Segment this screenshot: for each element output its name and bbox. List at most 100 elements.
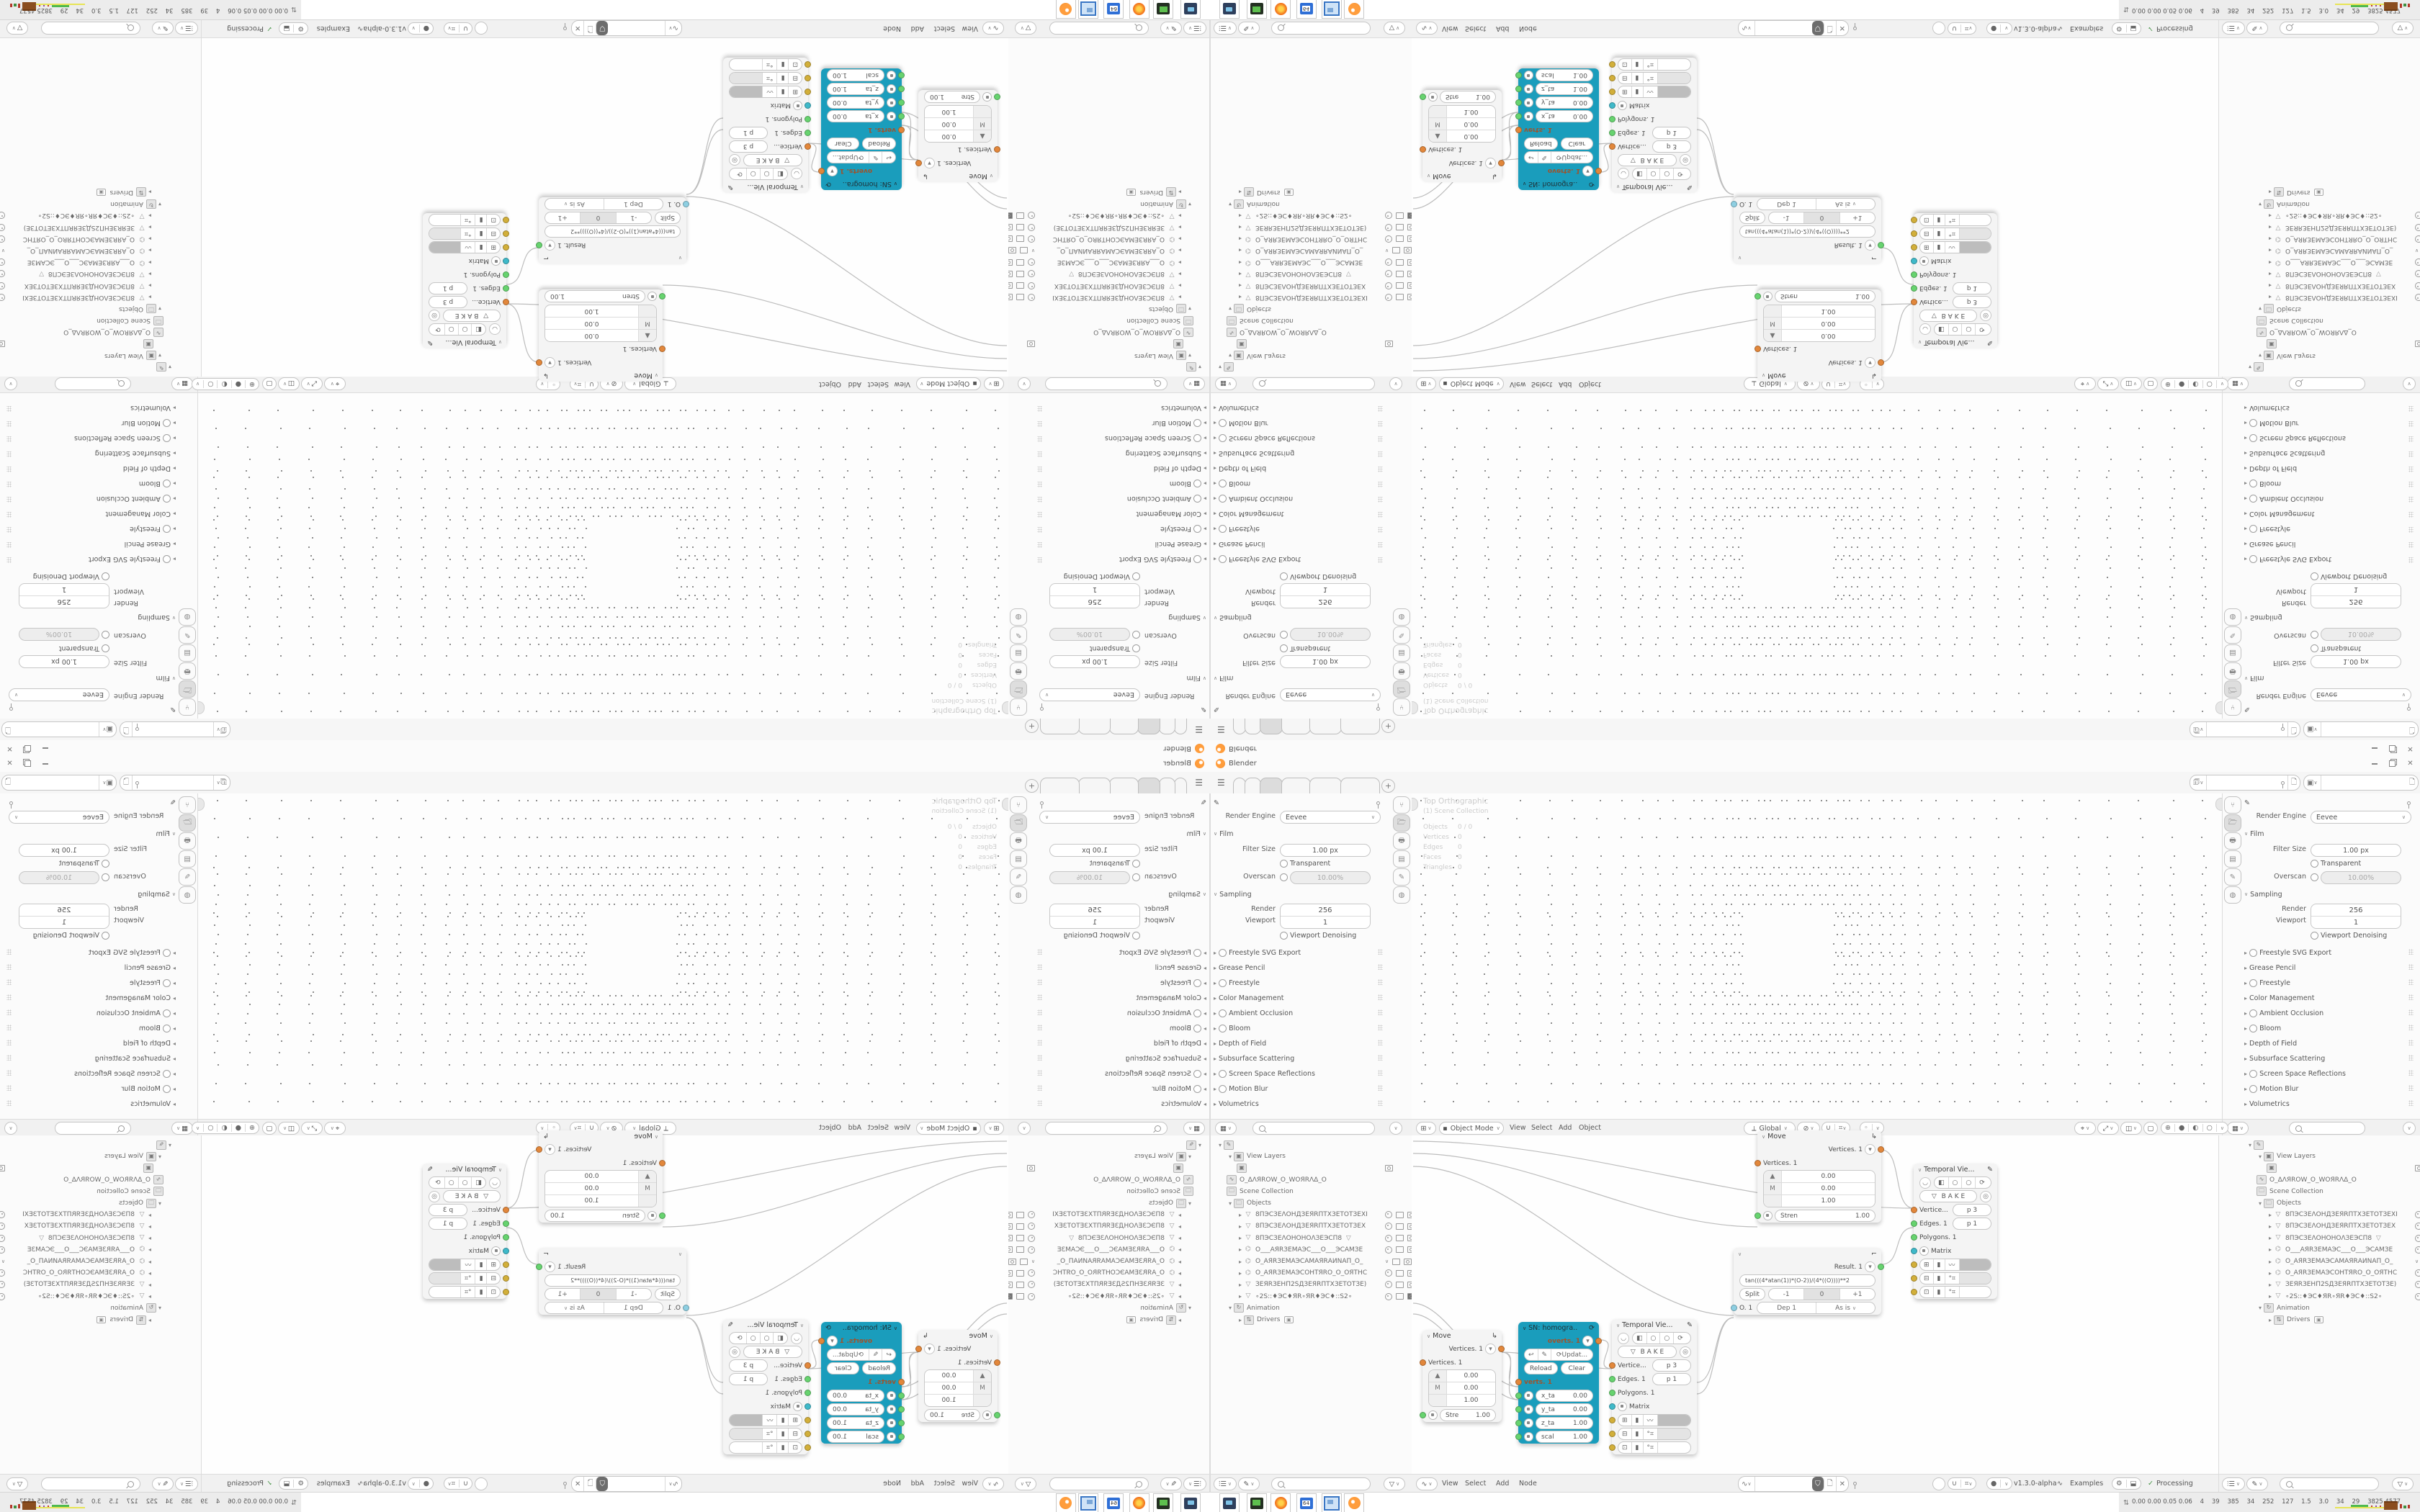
visibility-toggles[interactable]: ∨ [1385, 247, 1412, 254]
socket-in-orange[interactable] [994, 1359, 1000, 1366]
props-section-motion-blur[interactable]: ▸ Motion Blur [2244, 419, 2299, 428]
outliner-row[interactable]: ▣ [0, 1162, 153, 1174]
examples-menu[interactable]: Examples [2070, 24, 2104, 33]
p-field[interactable]: p 3 [429, 1204, 467, 1216]
matrix-row-buttons[interactable]: ⊞ ▮ 〰 [1618, 86, 1691, 98]
drag-handle-icon[interactable] [1378, 497, 1383, 503]
scene-name-field[interactable] [2207, 722, 2278, 737]
overscan-checkbox[interactable] [102, 629, 109, 641]
outliner-object-row[interactable]: ▸ ⌬ O_АЯRЗЕМАЭСОНТЯRО_О_ОЯТНС [1237, 233, 1415, 245]
menu-add[interactable]: Add [1559, 380, 1572, 389]
fake-user-shield-button[interactable]: ⛉ [1812, 1477, 1824, 1491]
outliner-object-row[interactable]: ▸ ▽ 8ПЭСЗЕΛОНДЗЕЯRПТХЗЕТОТЗЕХI [2267, 292, 2420, 303]
outliner-row[interactable]: ▾ ↻ Animation [110, 1303, 162, 1313]
update-button-group[interactable]: ↩ ✎ ⟳ Updat... [1524, 151, 1593, 163]
workspace-tab[interactable] [1309, 778, 1342, 793]
outliner-row[interactable]: ▾ ↻ Animation [1228, 199, 1280, 209]
snapping-group[interactable]: ∪ ⌗ ∨ [1948, 1477, 1977, 1490]
menu-select[interactable]: Select [1465, 1479, 1487, 1488]
node-temporal-a[interactable]: ∨ Temporal Vie... ✎ ◡ ◧ ○ ○ ⟳ ▽ B A K E ◎ Ve… [1911, 213, 1997, 348]
split-button[interactable]: Split [1739, 1288, 1765, 1300]
matrix-row-buttons[interactable]: ⊞ ▮ 〰 [1618, 1414, 1691, 1426]
socket-in-green[interactable] [898, 113, 905, 120]
visibility-toggles[interactable] [2415, 1246, 2420, 1254]
xray-toggle[interactable]: ◫ ∨ [278, 377, 300, 390]
visibility-toggles[interactable] [1005, 258, 1035, 266]
props-options-button[interactable]: ∨ [1389, 1122, 1402, 1135]
socket-in-cyan[interactable] [1911, 1248, 1917, 1254]
visibility-toggles[interactable] [0, 258, 5, 266]
split-button[interactable]: Split [655, 1288, 681, 1300]
menu-view[interactable]: View [1510, 1123, 1526, 1132]
drag-handle-icon[interactable] [2408, 1025, 2414, 1030]
mode-dropdown[interactable]: ▪ Object Mode ∨ [1439, 1122, 1504, 1135]
menu-select[interactable]: Select [867, 1123, 889, 1132]
outliner-object-row[interactable]: ▸ ▽ 8ПЭСЗЕΛОНДЗЕЯRПТХЗЕТОТЗЕХI [0, 292, 153, 303]
props-section-screen-space-reflections[interactable]: ▸ Screen Space Reflections [2244, 434, 2346, 443]
editor-type-button[interactable]: ∿ ∨ [982, 22, 1004, 35]
outliner-row[interactable]: ∿ O_ΔΛЯROW_O_WOЯRΛΔ_O [63, 1174, 163, 1186]
minimize-button[interactable] [40, 758, 51, 769]
outliner-row[interactable]: 🗀 Scene Collection [2257, 315, 2323, 326]
drag-handle-icon[interactable] [2408, 1070, 2414, 1076]
outliner-search-input[interactable] [1271, 1477, 1371, 1490]
outliner-scene-mode-button[interactable]: ✎ ∨ [2246, 1477, 2268, 1490]
socket-out-orange[interactable] [1498, 160, 1505, 166]
drag-handle-icon[interactable] [1378, 482, 1383, 487]
taskbar-app-floppy-64[interactable] [1103, 1493, 1124, 1512]
outliner-object-row[interactable]: ▸ ▽ ЗЕЯRЗЕНП2SДЗЕЯRПТХЗЕТОТЗЕ) [1005, 222, 1183, 233]
settings-group[interactable]: ⚙ ⬓ [2112, 22, 2141, 35]
outliner-object-row[interactable]: ▸ ▽ ∘2S::♦ЭС♦ЯR∘ЯR♦ЭС♦::S2∘ [0, 210, 153, 221]
unlink-button[interactable]: ✕ [1839, 1480, 1845, 1488]
overscan-checkbox[interactable] [1280, 629, 1288, 641]
depth-dropdown[interactable]: Dep 1 As is ∨ [1757, 198, 1876, 210]
viewlayer-name-field[interactable] [14, 722, 99, 737]
props-tab-tool-icon[interactable]: ⑂ [2224, 796, 2241, 814]
outliner-object-row[interactable]: ▸ ⌬ O_АЯRЗЕМАЭСАМАЯRАИNАП_О_ ∨ [2267, 245, 2419, 256]
move-values-grid[interactable]: ▲ 0.00 M 0.00 1.00 [1428, 1369, 1496, 1407]
viewport-3d[interactable]: Top Orthographic (1) Scene Collection Ob… [1412, 793, 2228, 1135]
outliner-object-row[interactable]: ▸ ▽ 8ПЭСЗЕΛОНДЗЕЯRПТХЗЕТОТЗЕХI [0, 1209, 153, 1220]
props-tab-render-icon[interactable]: 🗁 [2224, 680, 2241, 698]
node-sn-homography[interactable]: ∨ SN: homogra.. ⟳ overts. 1 ▾ ↩ ✎ ⟳ Updat...… [818, 68, 905, 190]
outliner-object-row[interactable]: ▸ ⌬ O_АЯRЗЕМАЭСОНТЯRО_О_ОЯТНС [1005, 233, 1183, 245]
socket-in-orange[interactable] [1754, 346, 1761, 352]
socket-in-yellow[interactable] [503, 1261, 509, 1268]
outliner-display-mode-button[interactable]: ⫶☰ ∨ [1214, 22, 1237, 35]
props-section-ambient-occlusion[interactable]: ▸ Ambient Occlusion [2244, 495, 2324, 503]
new-scene-button[interactable]: 🗋 [123, 726, 130, 734]
socket-in-yellow[interactable] [805, 89, 811, 95]
socket-in-green[interactable] [898, 1420, 905, 1426]
visibility-toggles[interactable] [2415, 212, 2420, 220]
socket-in-cyan[interactable] [1609, 1403, 1615, 1410]
viewlayer-selector[interactable]: ▣ ∨ 🗋 [2303, 775, 2419, 791]
restore-button[interactable] [2387, 758, 2398, 769]
props-tab-viewlayer-icon[interactable]: ▤ [1010, 850, 1027, 868]
props-filter-button[interactable]: ▦ ∨ [1183, 377, 1205, 390]
outliner-object-row[interactable]: ▸ ⌬ O___АЯRЗЕМАЭС___О___ЭСАМЗЕ [1237, 1244, 1415, 1256]
outliner-row[interactable]: ∿ O_ΔΛЯROW_O_WOЯRΛΔ_O [1227, 326, 1327, 338]
taskbar-app-screenshot-tool[interactable] [1180, 0, 1201, 19]
props-tab-render-icon[interactable]: 🗁 [1010, 814, 1027, 832]
outliner-object-row[interactable]: ▸ ▽ ЗЕЯRЗЕНП2SДЗЕЯRПТХЗЕТОТЗЕ) [1005, 1279, 1183, 1290]
clear-button[interactable]: Clear [1560, 1362, 1593, 1374]
outliner-display-mode-button[interactable]: ⫶☰ ∨ [2222, 1477, 2245, 1490]
mode-dropdown[interactable]: ▪ Object Mode ∨ [916, 377, 981, 390]
outliner-object-row[interactable]: ▸ ⌬ O_АЯRЗЕМАЭСАМАЯRАИNАП_О_ ∨ [1008, 1256, 1183, 1267]
matrix-row-buttons[interactable]: ⊡ ▮ °⌗ [729, 1441, 802, 1454]
panel-pin-icon[interactable] [9, 797, 13, 809]
outliner-row[interactable]: ▾ ▣ View Layers [104, 351, 162, 361]
props-section-volumetrics[interactable]: ▸ Volumetrics [1161, 1099, 1206, 1108]
drag-handle-icon[interactable] [6, 1009, 12, 1015]
film-section-header[interactable]: ∨ Film [156, 674, 176, 683]
visibility-toggles[interactable] [1385, 282, 1415, 289]
viewport-denoising-checkbox[interactable]: Viewport Denoising [1280, 930, 1356, 941]
socket-in-green[interactable] [1515, 1392, 1522, 1399]
props-tab-tool-icon[interactable]: ⑂ [1010, 698, 1027, 716]
visibility-toggles[interactable] [1005, 212, 1035, 220]
socket-in-orange[interactable] [898, 1379, 905, 1385]
socket-in-orange[interactable] [1609, 1362, 1615, 1369]
outliner-row[interactable]: ∿ O_ΔΛЯROW_O_WOЯRΛΔ_O [2257, 326, 2357, 338]
depth-dropdown[interactable]: Dep 1 As is ∨ [544, 198, 663, 210]
visibility-toggles[interactable] [1385, 1246, 1415, 1254]
